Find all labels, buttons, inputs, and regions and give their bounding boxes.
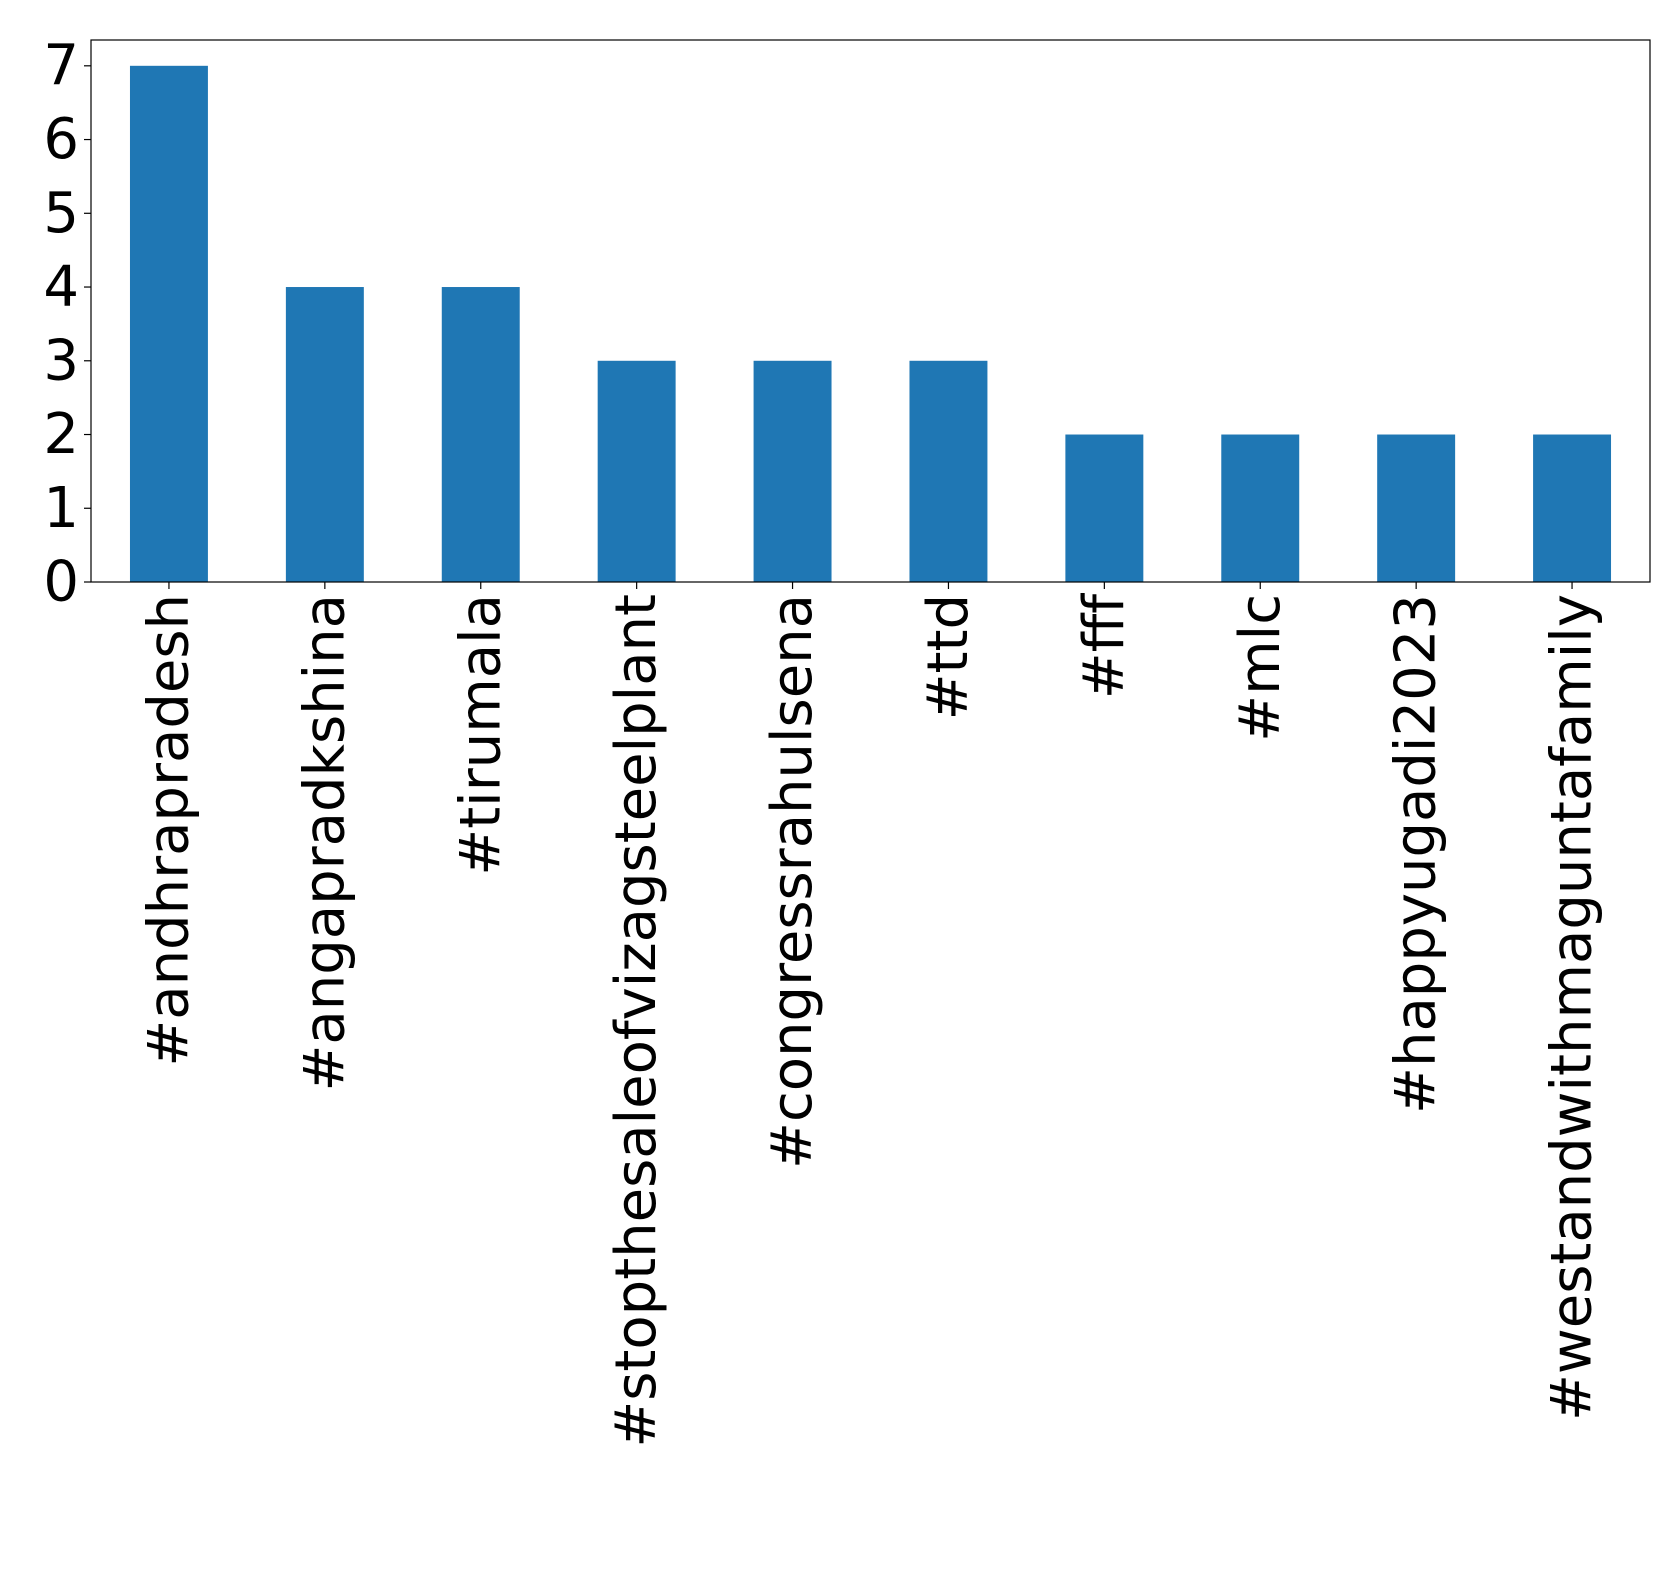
plot-frame [90,39,1651,583]
x-tick-label-7: #mlc [1228,594,1293,742]
x-axis: #andhrapradesh #angapradkshina #tirumala #s… [136,582,1605,1448]
y-tick-label-0: 0 [43,550,79,615]
bar-2 [441,287,520,582]
y-tick-label-2: 2 [43,402,79,467]
bar-8 [1377,434,1456,582]
bar-1 [285,287,364,582]
x-tick-label-5: #ttd [916,594,981,720]
x-tick-label-1: #angapradkshina [292,594,357,1092]
bar-7 [1221,434,1300,582]
y-tick-label-5: 5 [43,181,79,246]
x-tick-label-6: #fff [1072,593,1137,700]
y-tick-label-4: 4 [43,255,79,320]
x-tick-label-0: #andhrapradesh [136,594,201,1067]
y-tick-label-3: 3 [43,328,79,393]
bar-4 [753,360,832,582]
bar-3 [597,360,676,582]
x-tick-label-8: #happyugadi2023 [1384,594,1449,1114]
bar-5 [909,360,988,582]
bar-0 [129,65,208,582]
y-tick-label-6: 6 [43,107,79,172]
y-tick-label-7: 7 [43,33,79,98]
x-tick-label-9: #westandwithmaguntafamily [1540,594,1605,1421]
y-axis: 0 1 2 3 4 5 6 7 [43,33,91,615]
x-tick-label-2: #tirumala [448,594,513,876]
bars-layer [129,65,1612,582]
y-tick-label-1: 1 [43,476,79,541]
bar-6 [1065,434,1144,582]
x-tick-label-3: #stopthesaleofvizagsteelplant [604,594,669,1448]
x-tick-label-4: #congressrahulsena [760,594,825,1169]
bar-9 [1533,434,1612,582]
